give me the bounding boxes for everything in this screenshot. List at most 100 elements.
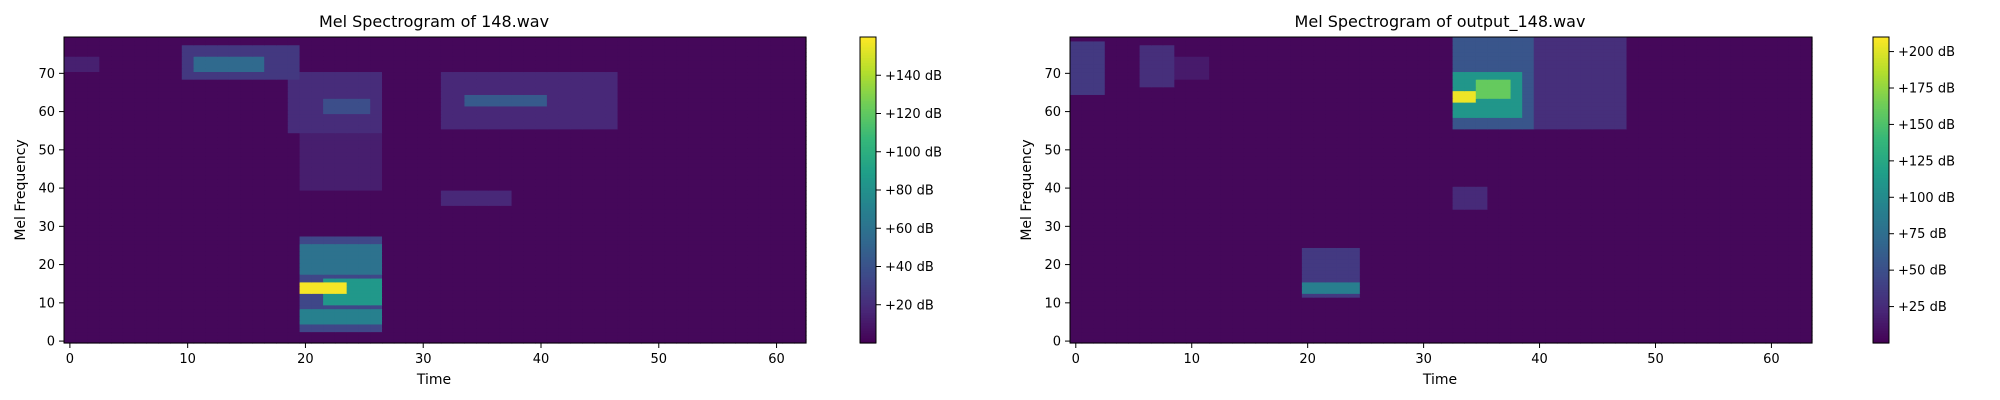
heatmap-cell	[723, 270, 736, 275]
heatmap-cell	[346, 243, 360, 248]
heatmap-cell	[370, 224, 383, 229]
heatmap-cell	[99, 201, 112, 206]
heatmap-cell	[511, 251, 524, 256]
heatmap-cell	[794, 300, 807, 306]
heatmap-cell	[264, 178, 277, 183]
heatmap-cell	[652, 224, 666, 229]
heatmap-cell	[688, 209, 701, 214]
heatmap-cell	[641, 201, 654, 206]
heatmap-cell	[488, 216, 501, 222]
heatmap-cell	[323, 71, 336, 76]
heatmap-cell	[617, 63, 630, 69]
heatmap-cell	[323, 300, 336, 306]
heatmap-cell	[558, 281, 572, 287]
heatmap-cell	[334, 331, 348, 336]
heatmap-cell	[782, 297, 795, 302]
heatmap-cell	[535, 316, 548, 321]
heatmap-cell	[393, 105, 407, 111]
heatmap-cell	[264, 56, 277, 61]
heatmap-cell	[122, 40, 136, 46]
heatmap-cell	[794, 308, 807, 313]
heatmap-cell	[358, 285, 371, 291]
heatmap-cell	[476, 67, 489, 73]
heatmap-cell	[641, 277, 654, 283]
heatmap-cell	[770, 56, 784, 61]
heatmap-cell	[358, 71, 371, 76]
heatmap-cell	[747, 270, 760, 275]
heatmap-cell	[311, 151, 324, 157]
heatmap-cell	[252, 205, 265, 210]
heatmap-cell	[723, 121, 736, 126]
heatmap-cell	[264, 182, 277, 187]
heatmap-cell	[334, 94, 348, 99]
heatmap-cell	[735, 75, 748, 80]
heatmap-cell	[523, 274, 536, 279]
heatmap-cell	[252, 323, 265, 329]
heatmap-cell	[546, 163, 560, 168]
heatmap-cell	[735, 174, 748, 180]
heatmap-cell	[452, 174, 466, 180]
heatmap-cell	[382, 247, 395, 252]
heatmap-cell	[782, 94, 795, 99]
heatmap-cell	[440, 79, 454, 84]
heatmap-cell	[99, 151, 112, 157]
heatmap-cell	[440, 266, 454, 271]
heatmap-cell	[617, 281, 630, 287]
heatmap-cell	[558, 170, 572, 176]
heatmap-cell	[617, 48, 630, 53]
heatmap-cell	[770, 98, 784, 103]
heatmap-cell	[429, 197, 442, 203]
heatmap-cell	[158, 235, 171, 241]
heatmap-cell	[605, 105, 619, 111]
heatmap-cell	[735, 212, 748, 218]
heatmap-cell	[299, 52, 312, 57]
heatmap-cell	[405, 262, 418, 268]
heatmap-cell	[758, 132, 772, 138]
heatmap-cell	[122, 205, 136, 210]
heatmap-cell	[122, 52, 136, 57]
heatmap-cell	[488, 239, 501, 245]
heatmap-cell	[688, 151, 701, 157]
heatmap-cell	[676, 44, 689, 50]
heatmap-cell	[370, 266, 383, 271]
heatmap-cell	[323, 128, 336, 134]
heatmap-cell	[735, 331, 748, 336]
heatmap-cell	[405, 323, 418, 329]
heatmap-cell	[323, 274, 336, 279]
heatmap-cell	[240, 205, 254, 210]
heatmap-cell	[181, 178, 195, 183]
heatmap-cell	[594, 63, 607, 69]
heatmap-cell	[311, 304, 324, 310]
heatmap-cell	[393, 239, 407, 245]
heatmap-cell	[570, 255, 583, 260]
heatmap-cell	[523, 243, 536, 248]
heatmap-cell	[287, 243, 301, 248]
heatmap-cell	[688, 220, 701, 226]
heatmap-cell	[99, 178, 112, 183]
heatmap-cell	[605, 297, 619, 302]
heatmap-cell	[205, 201, 218, 206]
heatmap-cell	[87, 167, 100, 172]
heatmap-cell	[240, 113, 254, 118]
heatmap-cell	[429, 59, 442, 65]
heatmap-cell	[594, 293, 607, 298]
heatmap-cell	[558, 339, 572, 344]
heatmap-cell	[652, 52, 666, 57]
heatmap-cell	[158, 132, 171, 138]
heatmap-cell	[358, 63, 371, 69]
heatmap-cell	[535, 277, 548, 283]
heatmap-cell	[276, 182, 289, 187]
heatmap-cell	[87, 86, 100, 92]
heatmap-cell	[382, 174, 395, 180]
heatmap-cell	[617, 86, 630, 92]
heatmap-cell	[723, 71, 736, 76]
heatmap-cell	[240, 94, 254, 99]
heatmap-cell	[594, 339, 607, 344]
heatmap-cell	[382, 255, 395, 260]
heatmap-cell	[393, 170, 407, 176]
heatmap-cell	[299, 239, 312, 245]
heatmap-cell	[158, 316, 171, 321]
heatmap-cell	[287, 205, 301, 210]
heatmap-cell	[205, 63, 218, 69]
heatmap-cell	[205, 124, 218, 130]
